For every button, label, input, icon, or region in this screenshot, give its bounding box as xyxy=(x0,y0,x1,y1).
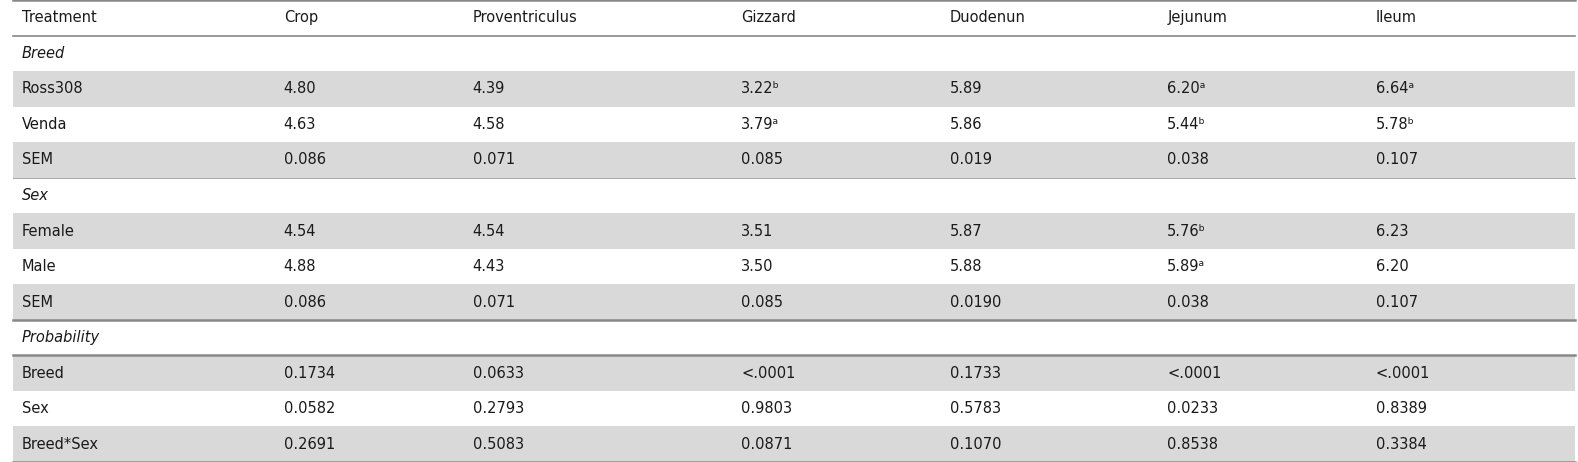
Text: 5.89: 5.89 xyxy=(950,81,983,97)
Text: Probability: Probability xyxy=(22,330,101,345)
Text: 0.0233: 0.0233 xyxy=(1168,401,1218,416)
Text: Jejunum: Jejunum xyxy=(1168,10,1228,25)
Bar xyxy=(13,142,1575,178)
Text: 4.54: 4.54 xyxy=(473,224,505,238)
Bar xyxy=(13,213,1575,249)
Text: Sex: Sex xyxy=(22,188,49,203)
Bar xyxy=(13,107,1575,142)
Text: 0.085: 0.085 xyxy=(742,295,783,310)
Text: Proventriculus: Proventriculus xyxy=(473,10,578,25)
Text: 4.43: 4.43 xyxy=(473,259,505,274)
Text: 0.086: 0.086 xyxy=(284,152,325,167)
Text: 3.79ᵃ: 3.79ᵃ xyxy=(742,117,780,132)
Text: 0.1734: 0.1734 xyxy=(284,365,335,381)
Text: <.0001: <.0001 xyxy=(1376,365,1430,381)
Text: 3.50: 3.50 xyxy=(742,259,773,274)
Text: 0.8389: 0.8389 xyxy=(1376,401,1427,416)
Text: 0.0871: 0.0871 xyxy=(742,437,792,452)
Text: 0.0190: 0.0190 xyxy=(950,295,1002,310)
Bar xyxy=(13,284,1575,320)
Text: Gizzard: Gizzard xyxy=(742,10,797,25)
Text: 0.019: 0.019 xyxy=(950,152,993,167)
Text: Treatment: Treatment xyxy=(22,10,96,25)
Text: 0.1070: 0.1070 xyxy=(950,437,1002,452)
Text: 0.085: 0.085 xyxy=(742,152,783,167)
Text: 5.86: 5.86 xyxy=(950,117,983,132)
Text: 4.58: 4.58 xyxy=(473,117,505,132)
Bar xyxy=(13,249,1575,284)
Text: 0.2793: 0.2793 xyxy=(473,401,524,416)
Text: 0.9803: 0.9803 xyxy=(742,401,792,416)
Text: 3.22ᵇ: 3.22ᵇ xyxy=(742,81,780,97)
Text: 0.107: 0.107 xyxy=(1376,295,1419,310)
Text: Ross308: Ross308 xyxy=(22,81,84,97)
Bar xyxy=(13,0,1575,36)
Text: Venda: Venda xyxy=(22,117,68,132)
Text: 0.8538: 0.8538 xyxy=(1168,437,1218,452)
Text: 6.20ᵃ: 6.20ᵃ xyxy=(1168,81,1206,97)
Text: 3.51: 3.51 xyxy=(742,224,773,238)
Text: SEM: SEM xyxy=(22,152,54,167)
Text: Female: Female xyxy=(22,224,76,238)
Bar xyxy=(13,320,1575,355)
Text: Ileum: Ileum xyxy=(1376,10,1417,25)
Text: 0.2691: 0.2691 xyxy=(284,437,335,452)
Text: 6.64ᵃ: 6.64ᵃ xyxy=(1376,81,1414,97)
Text: 0.0633: 0.0633 xyxy=(473,365,524,381)
Text: 4.88: 4.88 xyxy=(284,259,316,274)
Text: 5.88: 5.88 xyxy=(950,259,983,274)
Text: 4.63: 4.63 xyxy=(284,117,316,132)
Text: Male: Male xyxy=(22,259,57,274)
Text: 0.0582: 0.0582 xyxy=(284,401,335,416)
Text: 6.23: 6.23 xyxy=(1376,224,1408,238)
Text: 0.038: 0.038 xyxy=(1168,295,1209,310)
Text: 0.1733: 0.1733 xyxy=(950,365,1000,381)
Text: <.0001: <.0001 xyxy=(1168,365,1221,381)
Text: Breed: Breed xyxy=(22,365,65,381)
Text: 5.44ᵇ: 5.44ᵇ xyxy=(1168,117,1206,132)
Bar xyxy=(13,391,1575,426)
Text: 5.76ᵇ: 5.76ᵇ xyxy=(1168,224,1206,238)
Text: 0.071: 0.071 xyxy=(473,152,514,167)
Text: Breed: Breed xyxy=(22,46,65,61)
Text: 6.20: 6.20 xyxy=(1376,259,1409,274)
Text: SEM: SEM xyxy=(22,295,54,310)
Text: 0.107: 0.107 xyxy=(1376,152,1419,167)
Text: 4.80: 4.80 xyxy=(284,81,316,97)
Text: 0.071: 0.071 xyxy=(473,295,514,310)
Bar xyxy=(13,71,1575,107)
Text: 0.086: 0.086 xyxy=(284,295,325,310)
Text: 0.5083: 0.5083 xyxy=(473,437,524,452)
Bar xyxy=(13,36,1575,71)
Text: <.0001: <.0001 xyxy=(742,365,795,381)
Text: Crop: Crop xyxy=(284,10,317,25)
Text: 5.87: 5.87 xyxy=(950,224,983,238)
Text: 4.39: 4.39 xyxy=(473,81,505,97)
Bar xyxy=(13,178,1575,213)
Text: 4.54: 4.54 xyxy=(284,224,316,238)
Text: 5.78ᵇ: 5.78ᵇ xyxy=(1376,117,1414,132)
Text: Breed*Sex: Breed*Sex xyxy=(22,437,99,452)
Text: Sex: Sex xyxy=(22,401,49,416)
Text: 0.5783: 0.5783 xyxy=(950,401,1000,416)
Text: 0.038: 0.038 xyxy=(1168,152,1209,167)
Text: Duodenun: Duodenun xyxy=(950,10,1026,25)
Text: 0.3384: 0.3384 xyxy=(1376,437,1427,452)
Bar xyxy=(13,426,1575,462)
Text: 5.89ᵃ: 5.89ᵃ xyxy=(1168,259,1206,274)
Bar xyxy=(13,355,1575,391)
